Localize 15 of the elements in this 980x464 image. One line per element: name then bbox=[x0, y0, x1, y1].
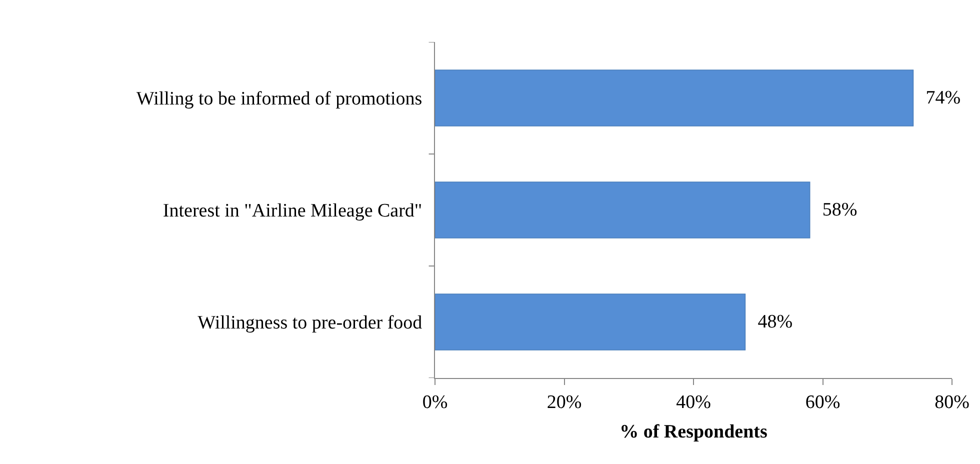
y-tick-label: Willingness to pre-order food bbox=[198, 312, 423, 334]
bar bbox=[435, 294, 746, 350]
y-tick-label: Interest in "Airline Mileage Card" bbox=[162, 200, 422, 222]
x-tick-label: 20% bbox=[546, 392, 582, 413]
data-label: 48% bbox=[748, 312, 793, 332]
x-axis-title: % of Respondents bbox=[620, 422, 768, 443]
bar bbox=[435, 182, 810, 238]
data-label: 58% bbox=[812, 200, 858, 220]
y-tick-label: Willing to be informed of promotions bbox=[136, 88, 422, 110]
x-tick-label: 0% bbox=[422, 392, 448, 413]
data-label: 74% bbox=[916, 88, 961, 108]
x-tick-label: 40% bbox=[676, 392, 712, 413]
x-tick-label: 60% bbox=[805, 392, 840, 413]
x-tick-label: 80% bbox=[934, 392, 970, 413]
bar bbox=[435, 70, 914, 126]
